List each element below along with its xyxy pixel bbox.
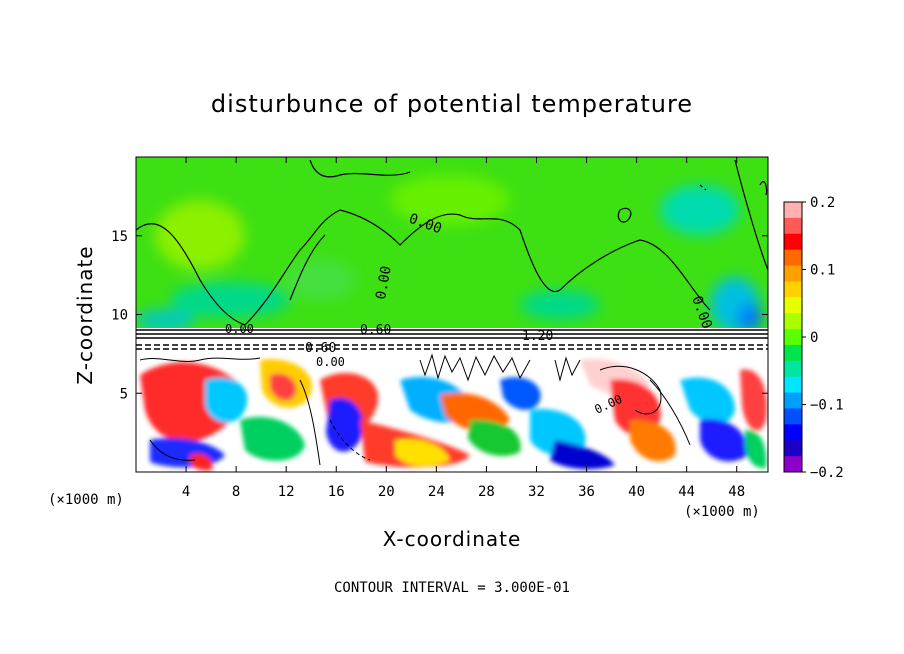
y-tick-label: 15: [111, 229, 128, 245]
y-tick-label: 10: [111, 308, 128, 324]
x-tick-label: 36: [578, 484, 595, 500]
x-tick-label: 32: [528, 484, 545, 500]
colorbar-swatch: [784, 202, 802, 219]
colorbar-swatch: [784, 456, 802, 473]
contour-label: 0.00: [373, 265, 395, 301]
colorbar-swatch: [784, 233, 802, 251]
x-axis-unit-right: (×1000 m): [684, 504, 760, 520]
colorbar-ticks: 0.2 0.1 0 −0.1 −0.2: [802, 195, 844, 481]
y-axis: 5 10 15: [111, 229, 768, 402]
colorbar-swatch: [784, 392, 802, 409]
contour-label: 0.00: [225, 322, 254, 336]
x-tick-label: 20: [378, 484, 395, 500]
contour-label: 1.20: [522, 329, 553, 344]
colorbar-tick-label: −0.2: [810, 465, 844, 481]
contour-interval-note: CONTOUR INTERVAL = 3.000E-01: [334, 580, 570, 596]
x-axis: 4 8 12 16 20 24 28 32 36 40 44 48: [182, 157, 745, 500]
y-axis-label: Z-coordinate: [73, 245, 97, 384]
y-tick-label: 5: [120, 386, 128, 402]
colorbar-swatch: [784, 376, 802, 394]
chart-title: disturbunce of potential temperature: [211, 90, 693, 118]
x-tick-label: 12: [278, 484, 295, 500]
x-tick-label: 40: [628, 484, 645, 500]
x-tick-label: 16: [328, 484, 345, 500]
contour-label: 0.00: [316, 355, 345, 369]
x-axis-unit-left: (×1000 m): [48, 492, 124, 508]
colorbar-tick-label: 0: [810, 330, 818, 346]
x-tick-label: 48: [728, 484, 745, 500]
colorbar-tick-label: −0.1: [810, 398, 844, 414]
colorbar-swatch: [784, 313, 802, 330]
x-tick-label: 4: [182, 484, 190, 500]
colorbar-swatch: [784, 297, 802, 314]
x-tick-label: 8: [232, 484, 240, 500]
colorbar-swatch: [784, 360, 802, 378]
x-tick-label: 24: [428, 484, 445, 500]
colorbar-swatch: [784, 329, 802, 346]
contour-label: 0.60: [360, 323, 391, 338]
colorbar-tick-label: 0.2: [810, 195, 835, 211]
colorbar-swatch: [784, 217, 802, 235]
colorbar: [784, 202, 802, 473]
x-axis-label: X-coordinate: [383, 527, 522, 551]
colorbar-swatch: [784, 265, 802, 282]
heatmap-field: [136, 157, 768, 472]
colorbar-swatch: [784, 408, 802, 425]
x-tick-label: 28: [478, 484, 495, 500]
colorbar-tick-label: 0.1: [810, 263, 835, 279]
colorbar-swatch: [784, 344, 802, 362]
x-tick-label: 44: [678, 484, 695, 500]
colorbar-swatch: [784, 249, 802, 267]
colorbar-swatch: [784, 281, 802, 298]
colorbar-swatch: [784, 440, 802, 457]
contour-label: 0.60: [305, 341, 336, 356]
colorbar-swatch: [784, 424, 802, 441]
